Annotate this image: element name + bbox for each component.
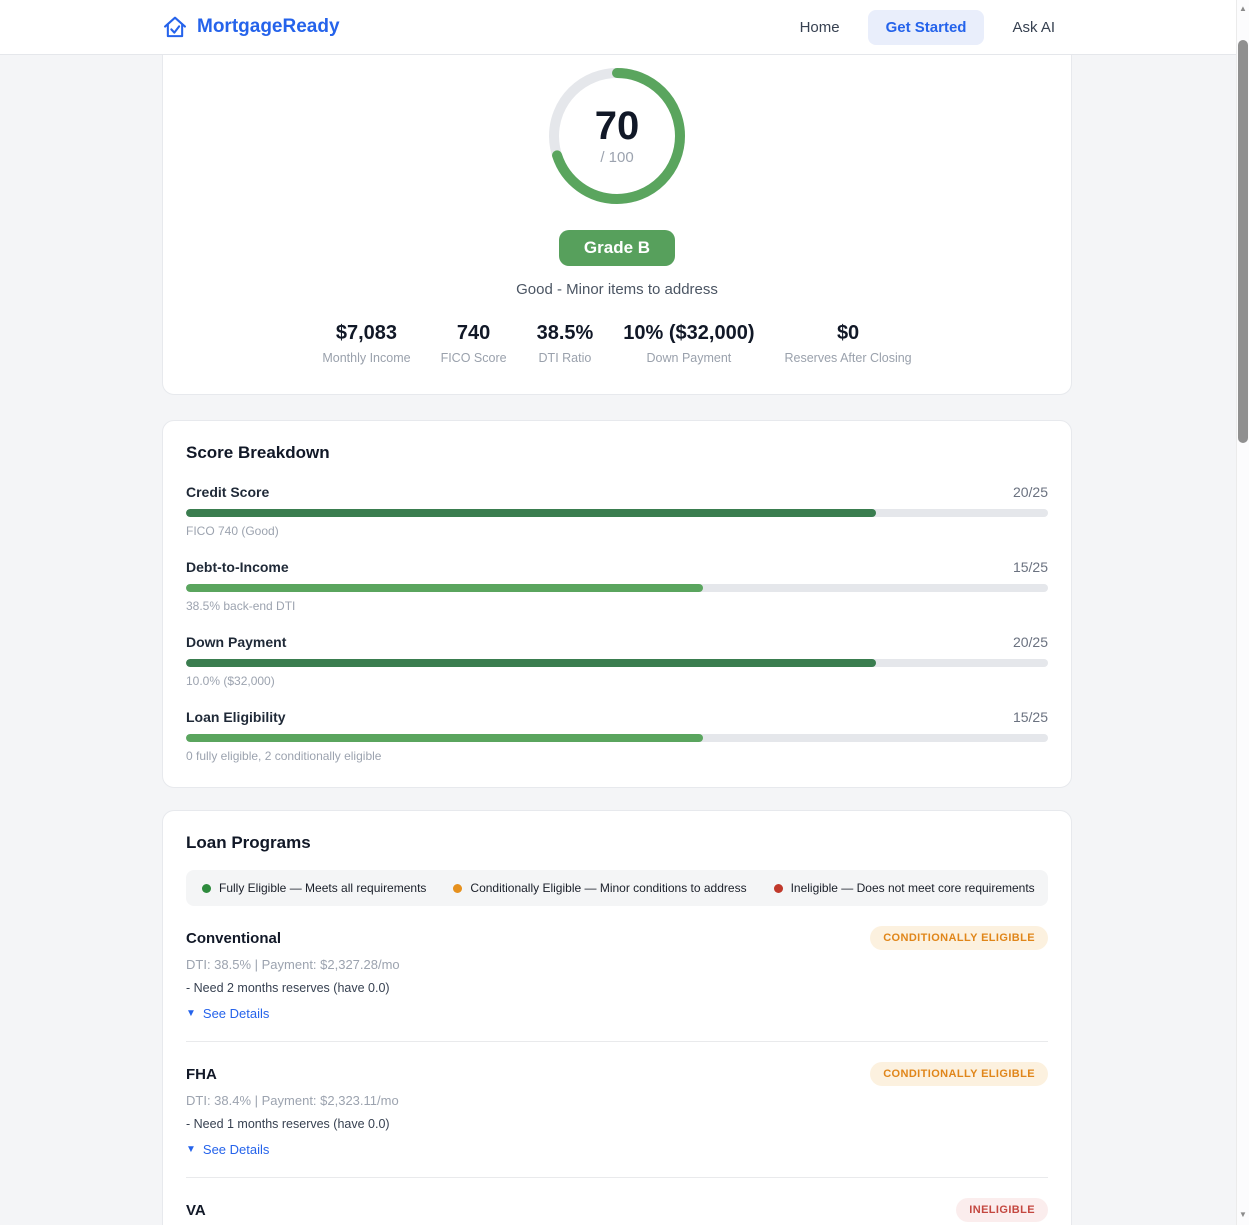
eligibility-legend: Fully Eligible — Meets all requirements … (186, 870, 1048, 906)
progress-track (186, 659, 1048, 667)
legend-fully-eligible: Fully Eligible — Meets all requirements (202, 881, 426, 895)
score-gauge: 70 / 100 (547, 66, 687, 206)
breakdown-down-payment: Down Payment 20/25 10.0% ($32,000) (186, 634, 1048, 688)
score-breakdown-title: Score Breakdown (186, 443, 330, 462)
progress-track (186, 509, 1048, 517)
see-details-toggle[interactable]: ▼ See Details (186, 1006, 270, 1021)
program-conventional: Conventional CONDITIONALLY ELIGIBLE DTI:… (186, 906, 1048, 1042)
see-details-toggle[interactable]: ▼ See Details (186, 1142, 270, 1157)
progress-fill (186, 734, 704, 742)
score-summary: Good - Minor items to address (516, 281, 718, 298)
red-dot-icon (773, 883, 783, 893)
orange-dot-icon (453, 883, 463, 893)
stat-monthly-income: $7,083 Monthly Income (322, 322, 411, 365)
nav-ask-ai[interactable]: Ask AI (1012, 18, 1055, 36)
legend-conditionally-eligible: Conditionally Eligible — Minor condition… (453, 881, 747, 895)
progress-track (186, 734, 1048, 742)
program-va: VA INELIGIBLE DTI: 36.5% | Payment: $2,1… (186, 1178, 1048, 1225)
house-check-icon (162, 14, 188, 40)
status-badge: CONDITIONALLY ELIGIBLE (870, 926, 1048, 950)
chevron-down-icon: ▼ (186, 1008, 196, 1019)
breakdown-dti: Debt-to-Income 15/25 38.5% back-end DTI (186, 559, 1048, 613)
status-badge: CONDITIONALLY ELIGIBLE (870, 1062, 1048, 1086)
breakdown-loan-eligibility: Loan Eligibility 15/25 0 fully eligible,… (186, 709, 1048, 763)
app-header: MortgageReady Home Get Started Ask AI (0, 0, 1249, 55)
score-breakdown-card: Score Breakdown Credit Score 20/25 FICO … (162, 420, 1072, 788)
stat-fico-score: 740 FICO Score (440, 322, 507, 365)
scrollbar: ▲ ▼ (1236, 0, 1249, 1225)
stat-reserves: $0 Reserves After Closing (784, 322, 912, 365)
brand-name: MortgageReady (197, 16, 340, 37)
gauge-arc (549, 68, 685, 204)
key-stats-row: $7,083 Monthly Income 740 FICO Score 38.… (163, 322, 1071, 365)
score-max: / 100 (600, 149, 634, 166)
progress-fill (186, 509, 876, 517)
stat-dti-ratio: 38.5% DTI Ratio (536, 322, 594, 365)
loan-programs-card: Loan Programs Fully Eligible — Meets all… (162, 810, 1072, 1225)
program-fha: FHA CONDITIONALLY ELIGIBLE DTI: 38.4% | … (186, 1042, 1048, 1178)
grade-badge: Grade B (558, 230, 676, 266)
nav-get-started[interactable]: Get Started (867, 9, 985, 45)
scroll-down-arrow-icon[interactable]: ▼ (1239, 1210, 1247, 1219)
progress-track (186, 584, 1048, 592)
scroll-up-arrow-icon[interactable]: ▲ (1239, 4, 1247, 13)
green-dot-icon (202, 883, 211, 893)
nav-home[interactable]: Home (799, 18, 840, 36)
progress-fill (186, 584, 704, 592)
score-value: 70 (594, 104, 640, 148)
status-badge: INELIGIBLE (956, 1198, 1048, 1222)
breakdown-credit-score: Credit Score 20/25 FICO 740 (Good) (186, 484, 1048, 538)
main-nav: Home Get Started Ask AI (786, 9, 1069, 45)
stat-down-payment: 10% ($32,000) Down Payment (623, 322, 755, 365)
legend-ineligible: Ineligible — Does not meet core requirem… (773, 881, 1035, 895)
chevron-down-icon: ▼ (186, 1144, 196, 1155)
loan-programs-title: Loan Programs (186, 833, 311, 852)
readiness-score-card: 70 / 100 Grade B Good - Minor items to a… (162, 55, 1072, 395)
scrollbar-thumb[interactable] (1238, 40, 1248, 443)
brand-logo[interactable]: MortgageReady (162, 14, 340, 40)
progress-fill (186, 659, 876, 667)
